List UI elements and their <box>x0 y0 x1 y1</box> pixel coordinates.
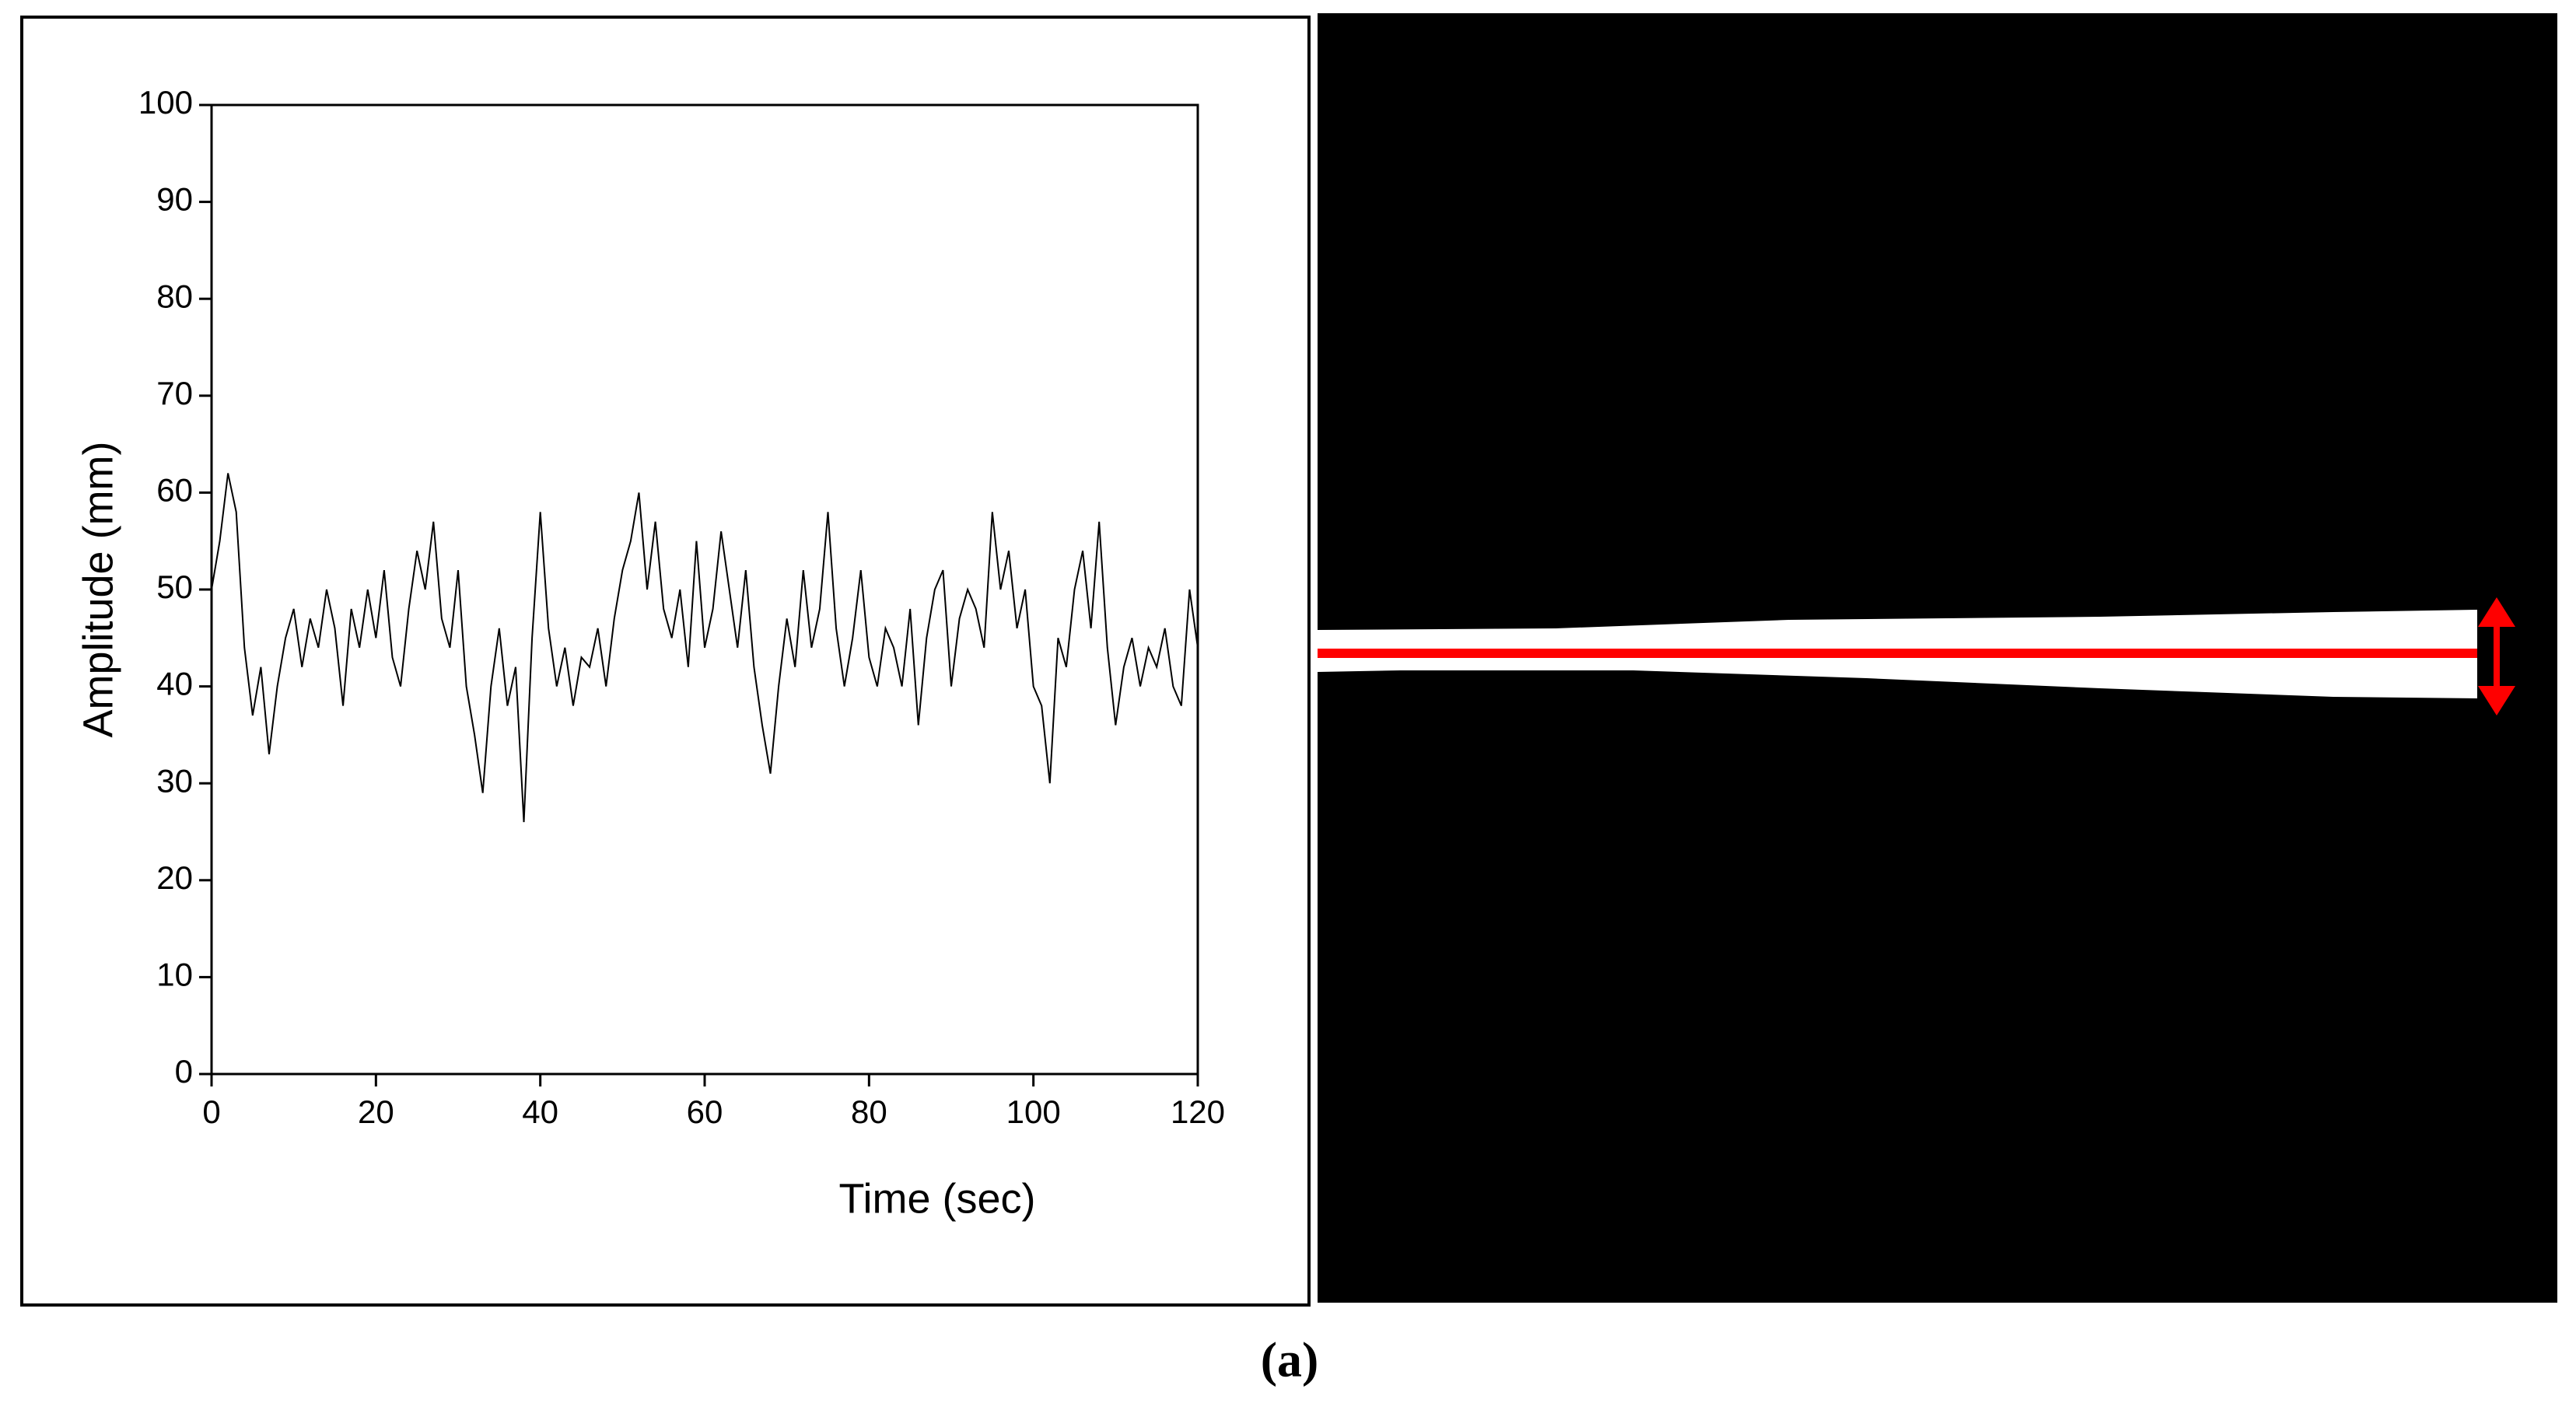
x-tick-label: 40 <box>522 1093 558 1130</box>
x-tick-label: 0 <box>202 1093 220 1130</box>
x-tick-label: 20 <box>358 1093 394 1130</box>
y-tick-label: 90 <box>156 181 193 218</box>
y-tick-label: 70 <box>156 375 193 411</box>
data-line <box>211 473 1199 823</box>
arrow-head-top <box>2478 597 2515 627</box>
x-tick-label: 80 <box>851 1093 887 1130</box>
x-axis-title: Time (sec) <box>839 1175 1036 1222</box>
x-tick-label: 60 <box>687 1093 723 1130</box>
y-tick-label: 80 <box>156 278 193 314</box>
chart-panel <box>20 16 1311 1307</box>
y-tick-label: 100 <box>138 84 193 121</box>
y-tick-label: 20 <box>156 859 193 896</box>
y-tick-label: 50 <box>156 569 193 605</box>
caption: (a) <box>1261 1332 1319 1387</box>
y-tick-label: 40 <box>156 666 193 702</box>
x-tick-label: 120 <box>1171 1093 1225 1130</box>
y-tick-label: 10 <box>156 956 193 992</box>
arrow-head-bottom <box>2478 686 2515 715</box>
y-tick-label: 0 <box>175 1053 193 1090</box>
y-axis-title: Amplitude (mm) <box>75 441 121 737</box>
y-tick-label: 30 <box>156 762 193 799</box>
y-tick-label: 60 <box>156 471 193 508</box>
x-tick-label: 100 <box>1006 1093 1061 1130</box>
